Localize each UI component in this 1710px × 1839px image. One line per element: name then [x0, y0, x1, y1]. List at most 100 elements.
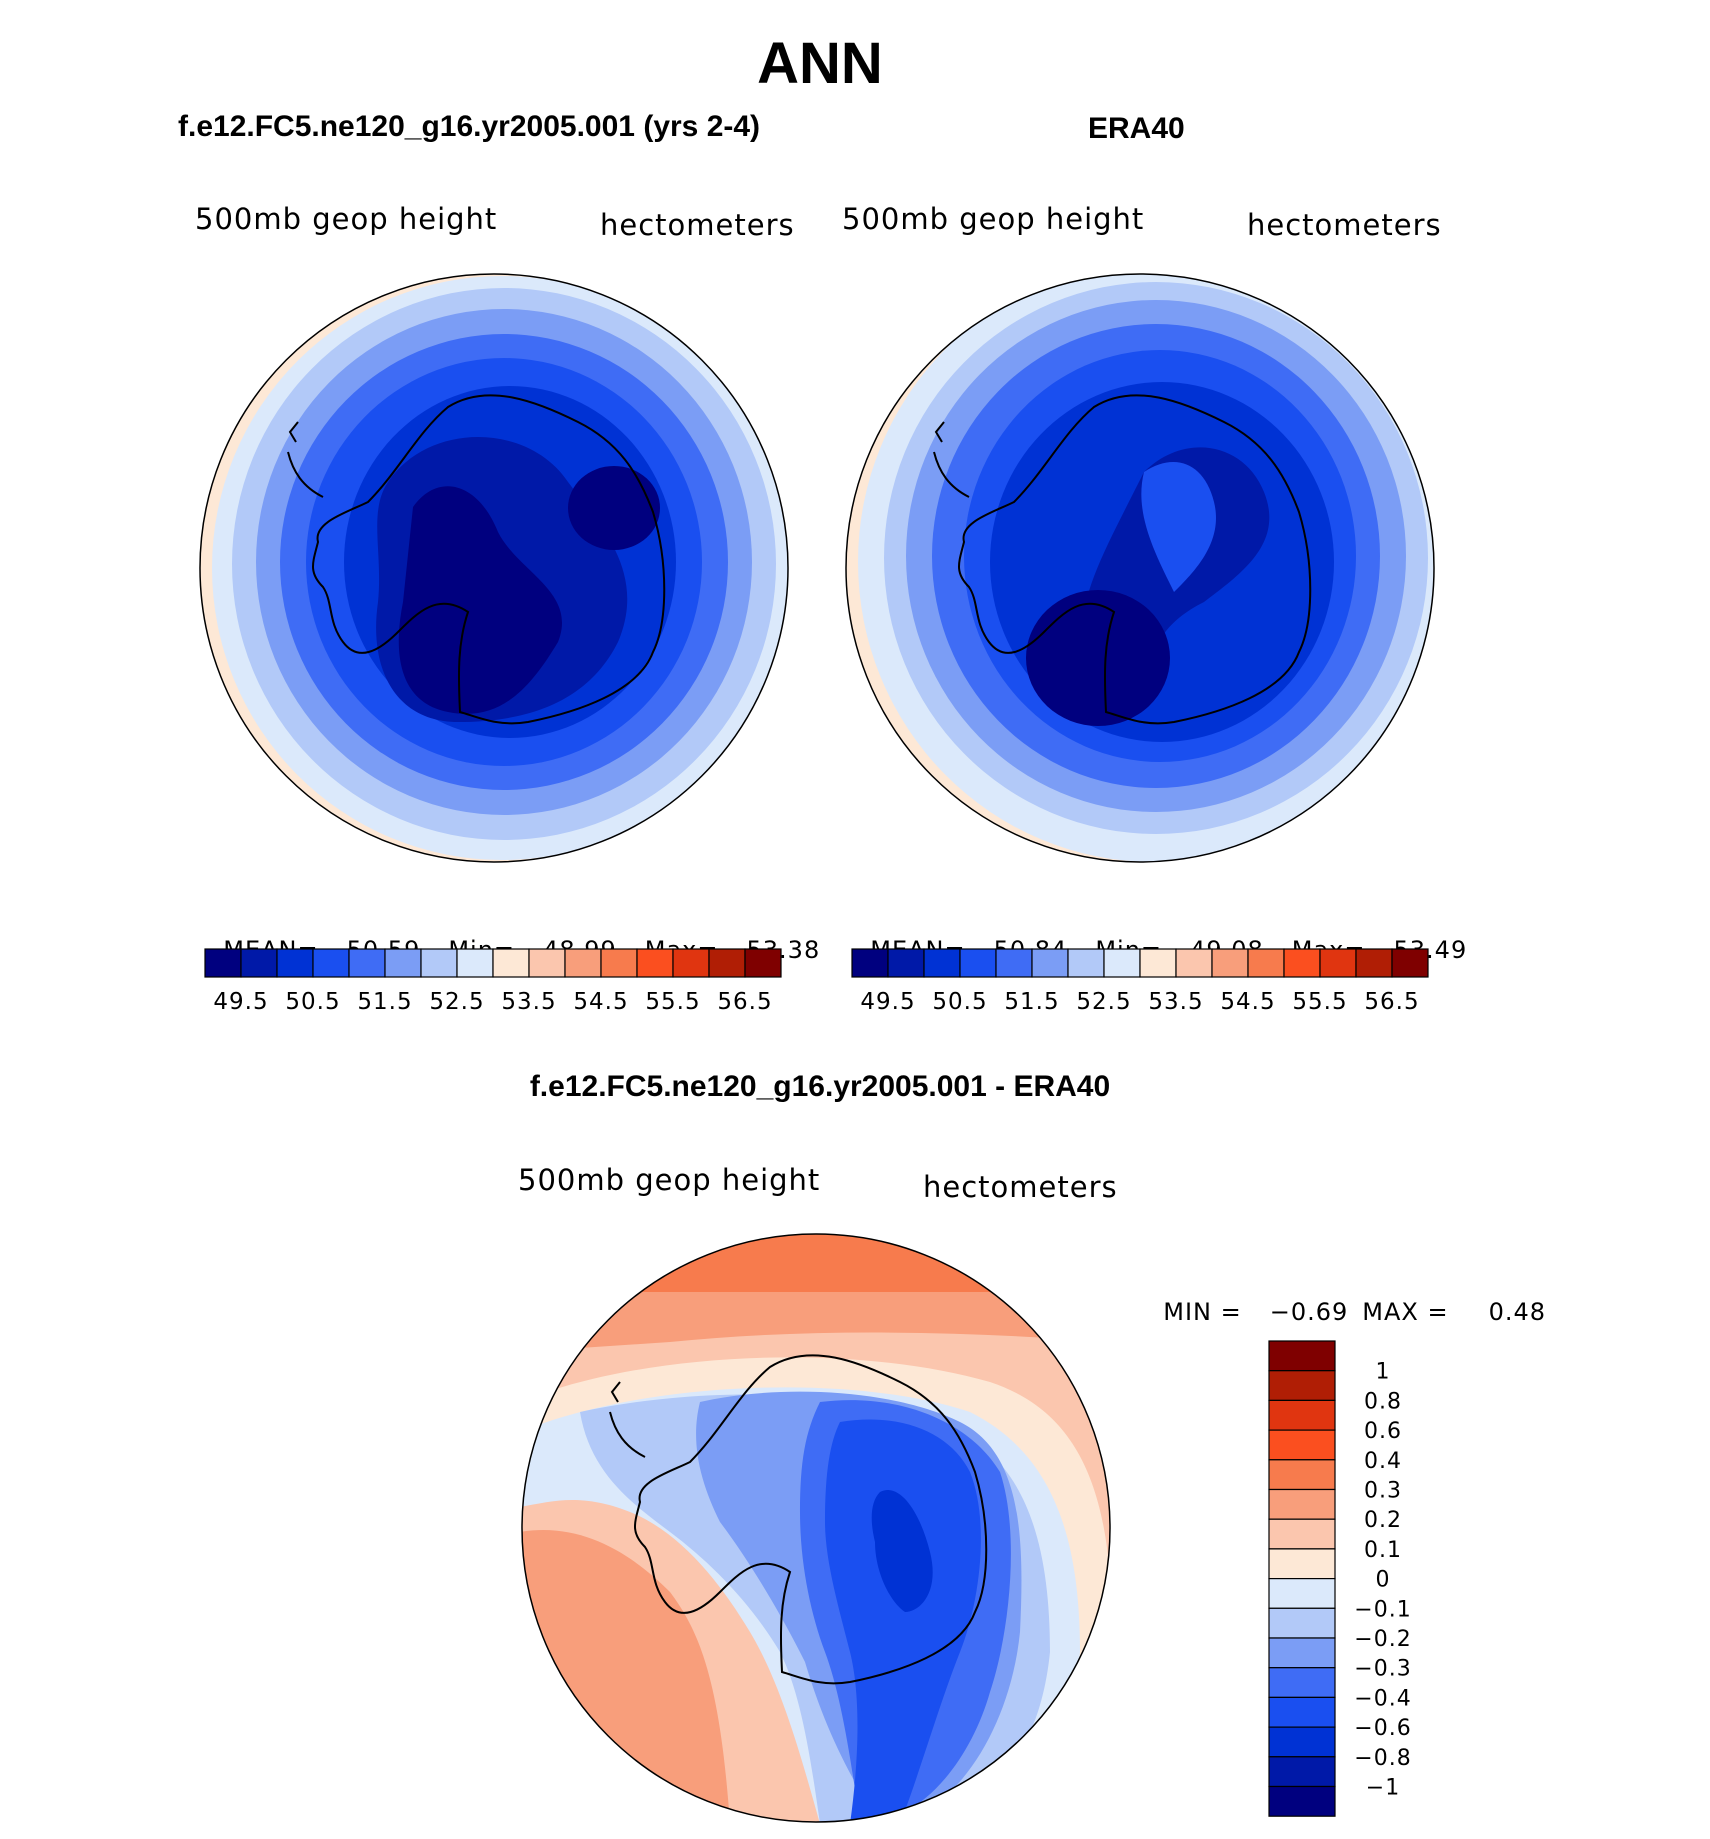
colorbar-swatch — [384, 948, 422, 978]
colorbar-tick-label: 0.2 — [1364, 1508, 1402, 1533]
colorbar-tick-label: 0.1 — [1364, 1538, 1402, 1563]
colorbar-tick-label: 55.5 — [645, 989, 700, 1015]
colorbar-swatch — [1283, 948, 1321, 978]
colorbar-swatch — [1175, 948, 1213, 978]
colorbar-swatch — [1268, 1340, 1336, 1372]
colorbar-swatch — [1268, 1578, 1336, 1609]
panel-obs-title: ERA40 — [1088, 112, 1185, 145]
colorbar-swatch — [456, 948, 494, 978]
min-label: MIN = — [1163, 1298, 1242, 1326]
max-value: 0.48 — [1488, 1298, 1547, 1326]
colorbar-swatch — [959, 948, 997, 978]
colorbar-swatch — [1391, 948, 1429, 978]
colorbar-tick-label: 53.5 — [1148, 989, 1203, 1015]
colorbar-swatch — [600, 948, 638, 978]
colorbar-tick-label: −1 — [1366, 1776, 1400, 1801]
map-obs — [845, 273, 1435, 863]
colorbar-tick-label: −0.4 — [1354, 1686, 1411, 1711]
colorbar-tick-label: 50.5 — [932, 989, 987, 1015]
colorbar-swatch — [1268, 1607, 1336, 1639]
colorbar-tick-label: −0.6 — [1354, 1716, 1411, 1741]
colorbar-swatch — [1268, 1548, 1336, 1580]
contour-fill — [522, 1234, 1110, 1822]
colorbar-swatch — [1268, 1518, 1336, 1550]
colorbar-swatch — [1103, 948, 1141, 978]
colorbar-tick-label: 52.5 — [1076, 989, 1131, 1015]
coastline — [609, 1354, 988, 1685]
colorbar-obs: 49.5 50.5 51.5 52.5 53.5 54.5 55.5 56.5 — [851, 948, 1429, 1015]
colorbar-swatch — [887, 948, 925, 978]
colorbar-swatch — [1067, 948, 1105, 978]
colorbar-tick-label: 0.4 — [1364, 1449, 1402, 1474]
colorbar-tick-label: 0.8 — [1364, 1389, 1402, 1414]
colorbar-swatch — [204, 948, 242, 978]
colorbar-tick-label: 0 — [1376, 1568, 1391, 1593]
panel-diff-stats: MIN = −0.69 MAX = 0.48 — [1146, 1270, 1546, 1326]
colorbar-tick-label: 0.3 — [1364, 1479, 1402, 1504]
map-boundary — [845, 273, 1435, 863]
map-diff — [521, 1233, 1111, 1823]
colorbar-swatch — [1268, 1726, 1336, 1758]
colorbar-swatch — [1268, 1696, 1336, 1728]
colorbar-swatch — [1268, 1667, 1336, 1699]
coastline — [933, 394, 1312, 725]
panel-model-units: hectometers — [600, 208, 795, 242]
colorbar-model: 49.5 50.5 51.5 52.5 53.5 54.5 55.5 56.5 — [204, 948, 782, 1015]
map-boundary — [199, 273, 789, 863]
colorbar-tick-label: 56.5 — [717, 989, 772, 1015]
colorbar-swatch — [1268, 1756, 1336, 1788]
panel-obs-variable: 500mb geop height — [842, 202, 1145, 236]
colorbar-tick-label: 53.5 — [501, 989, 556, 1015]
colorbar-tick-label: −0.3 — [1354, 1657, 1411, 1682]
panel-diff-title: f.e12.FC5.ne120_g16.yr2005.001 - ERA40 — [529, 1070, 1111, 1103]
panel-obs-units: hectometers — [1247, 208, 1442, 242]
colorbar-swatch — [240, 948, 278, 978]
colorbar-swatch — [528, 948, 566, 978]
colorbar-swatch — [1268, 1429, 1336, 1461]
colorbar-swatch — [1268, 1370, 1336, 1402]
colorbar-tick-label: 52.5 — [429, 989, 484, 1015]
map-model — [199, 273, 789, 863]
contour-fill — [846, 274, 1434, 862]
colorbar-tick-label: 56.5 — [1364, 989, 1419, 1015]
colorbar-swatch — [636, 948, 674, 978]
colorbar-tick-label: −0.1 — [1354, 1597, 1411, 1622]
colorbar-swatch — [1139, 948, 1177, 978]
panel-diff-variable: 500mb geop height — [518, 1163, 821, 1197]
max-label: MAX = — [1362, 1298, 1449, 1326]
map-boundary — [521, 1233, 1111, 1823]
colorbar-swatch — [1268, 1399, 1336, 1431]
colorbar-tick-label: 50.5 — [285, 989, 340, 1015]
colorbar-swatch — [1268, 1637, 1336, 1669]
colorbar-diff: 1 0.8 0.6 0.4 0.3 0.2 0.1 0 −0.1 −0.2 −0.3 −0.4 −0.6… — [1268, 1340, 1411, 1817]
panel-model-variable: 500mb geop height — [195, 202, 498, 236]
colorbar-tick-label: 0.6 — [1364, 1419, 1402, 1444]
colorbar-swatch — [348, 948, 386, 978]
min-value: −0.69 — [1269, 1298, 1349, 1326]
panel-diff-units: hectometers — [923, 1170, 1118, 1204]
contour-fill — [200, 274, 788, 862]
colorbar-swatch — [1268, 1488, 1336, 1520]
panel-model-title: f.e12.FC5.ne120_g16.yr2005.001 (yrs 2-4) — [178, 110, 761, 143]
colorbar-tick-label: 51.5 — [1004, 989, 1059, 1015]
colorbar-tick-label: 51.5 — [357, 989, 412, 1015]
colorbar-swatch — [1031, 948, 1069, 978]
colorbar-tick-label: 1 — [1376, 1360, 1391, 1385]
colorbar-swatch — [1247, 948, 1285, 978]
main-title: ANN — [757, 31, 883, 96]
colorbar-tick-label: 55.5 — [1292, 989, 1347, 1015]
colorbar-swatch — [923, 948, 961, 978]
colorbar-swatch — [312, 948, 350, 978]
colorbar-swatch — [1319, 948, 1357, 978]
coastline — [287, 394, 666, 725]
colorbar-tick-label: 54.5 — [573, 989, 628, 1015]
colorbar-swatch — [995, 948, 1033, 978]
colorbar-swatch — [851, 948, 889, 978]
colorbar-swatch — [672, 948, 710, 978]
colorbar-swatch — [276, 948, 314, 978]
colorbar-tick-label: −0.2 — [1354, 1627, 1411, 1652]
colorbar-swatch — [1355, 948, 1393, 978]
colorbar-swatch — [1211, 948, 1249, 978]
colorbar-swatch — [492, 948, 530, 978]
colorbar-tick-label: 54.5 — [1220, 989, 1275, 1015]
